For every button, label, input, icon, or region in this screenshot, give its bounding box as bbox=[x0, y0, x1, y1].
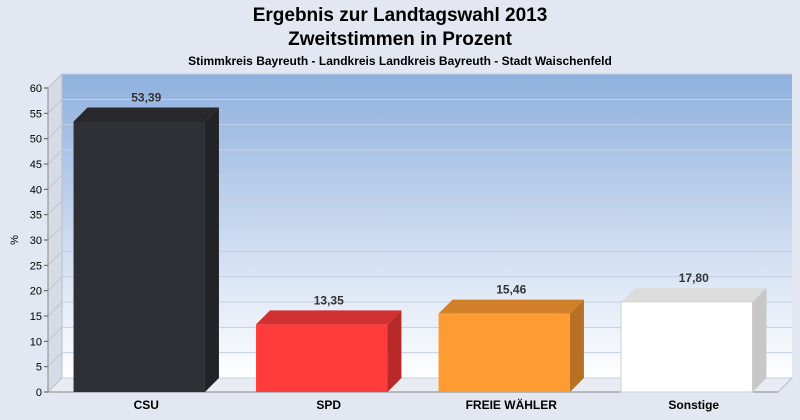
data-label: 17,80 bbox=[679, 271, 709, 285]
y-tick-label: 60 bbox=[30, 83, 42, 95]
bar-top bbox=[73, 107, 219, 122]
gridline-side bbox=[47, 326, 63, 342]
bar-top bbox=[256, 310, 402, 325]
gridline-side bbox=[47, 225, 63, 241]
gridline-side bbox=[47, 98, 63, 114]
gridline-side bbox=[47, 377, 63, 393]
x-tick-label: FREIE WÄHLER bbox=[466, 397, 558, 412]
bar-side bbox=[569, 299, 584, 392]
y-tick-label: 35 bbox=[30, 210, 42, 222]
y-axis-label: % bbox=[9, 235, 21, 245]
x-tick-label: CSU bbox=[134, 398, 159, 412]
bar-spd bbox=[256, 310, 402, 392]
x-tick-label: Sonstige bbox=[668, 398, 719, 412]
y-tick-label: 5 bbox=[36, 362, 42, 374]
bar-top bbox=[621, 287, 767, 302]
chart-subtitle: Zweitstimmen in Prozent bbox=[288, 29, 512, 50]
y-tick-label: 20 bbox=[30, 286, 42, 298]
bar-side bbox=[204, 107, 219, 393]
gridline-side bbox=[47, 250, 63, 266]
bar-side bbox=[752, 287, 767, 392]
data-label: 53,39 bbox=[131, 90, 161, 104]
y-tick-label: 55 bbox=[30, 108, 42, 120]
y-tick-label: 45 bbox=[30, 159, 42, 171]
y-tick-label: 50 bbox=[30, 134, 42, 146]
gridline-side bbox=[47, 200, 63, 216]
bar bbox=[73, 121, 205, 393]
chart-marks: 53,39 CSU 13,35 SPD 15,46 FREIE WÄHLER 17,80 So… bbox=[73, 90, 767, 412]
bar-csu bbox=[73, 107, 219, 393]
gridline-side bbox=[47, 149, 63, 165]
y-tick-label: 40 bbox=[30, 184, 42, 196]
y-tick-label: 15 bbox=[30, 311, 42, 323]
chart-subsubtitle: Stimmkreis Bayreuth - Landkreis Landkrei… bbox=[188, 54, 612, 68]
chart-title: Ergebnis zur Landtagswahl 2013 bbox=[252, 5, 548, 26]
bar-side bbox=[387, 310, 402, 392]
y-tick-label: 10 bbox=[30, 336, 42, 348]
gridline-side bbox=[47, 276, 63, 292]
gridline-side bbox=[47, 124, 63, 140]
y-tick-label: 30 bbox=[30, 235, 42, 247]
gridline-side bbox=[47, 352, 63, 368]
data-label: 13,35 bbox=[314, 293, 344, 307]
gridline-side bbox=[47, 174, 63, 190]
gridline-side bbox=[47, 73, 63, 89]
bar bbox=[256, 324, 388, 392]
x-tick-label: SPD bbox=[316, 398, 341, 412]
bar-sonstige bbox=[620, 287, 767, 393]
data-label: 15,46 bbox=[496, 283, 526, 297]
bar-freie-w-hler bbox=[438, 299, 584, 392]
bar bbox=[620, 301, 753, 393]
gridline-side bbox=[47, 301, 63, 317]
bar-top bbox=[438, 299, 584, 314]
y-tick-label: 25 bbox=[30, 260, 42, 272]
y-tick-label: 0 bbox=[36, 387, 42, 399]
bar bbox=[438, 313, 570, 392]
